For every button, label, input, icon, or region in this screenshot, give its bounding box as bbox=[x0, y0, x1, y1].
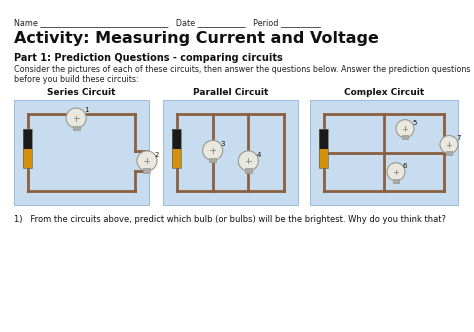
Bar bbox=[24, 129, 33, 149]
Text: 2: 2 bbox=[155, 152, 159, 158]
Text: 5: 5 bbox=[412, 120, 416, 125]
Circle shape bbox=[66, 108, 86, 128]
Bar bbox=[393, 179, 399, 183]
Bar bbox=[173, 149, 182, 168]
Circle shape bbox=[440, 135, 458, 153]
Circle shape bbox=[387, 163, 405, 181]
Text: Consider the pictures of each of these circuits, then answer the questions below: Consider the pictures of each of these c… bbox=[14, 65, 471, 74]
Text: Activity: Measuring Current and Voltage: Activity: Measuring Current and Voltage bbox=[14, 31, 379, 46]
Bar bbox=[319, 129, 328, 149]
Bar bbox=[24, 129, 33, 168]
Bar bbox=[73, 125, 80, 130]
Bar bbox=[319, 129, 328, 168]
Bar bbox=[14, 100, 149, 205]
Circle shape bbox=[137, 151, 157, 171]
Circle shape bbox=[203, 140, 223, 160]
Bar bbox=[24, 149, 33, 168]
Circle shape bbox=[238, 151, 258, 171]
Bar bbox=[209, 158, 216, 162]
Bar bbox=[144, 168, 151, 173]
Text: 3: 3 bbox=[221, 141, 225, 147]
Text: Complex Circuit: Complex Circuit bbox=[344, 88, 424, 97]
Text: Part 1: Prediction Questions - comparing circuits: Part 1: Prediction Questions - comparing… bbox=[14, 53, 283, 63]
Text: 6: 6 bbox=[403, 163, 408, 169]
Text: 1: 1 bbox=[84, 107, 89, 113]
Bar bbox=[173, 129, 182, 168]
Text: before you build these circuits:: before you build these circuits: bbox=[14, 75, 138, 84]
Text: 7: 7 bbox=[456, 135, 461, 141]
Text: 1)   From the circuits above, predict which bulb (or bulbs) will be the brightes: 1) From the circuits above, predict whic… bbox=[14, 215, 446, 224]
Text: 4: 4 bbox=[256, 152, 261, 158]
Circle shape bbox=[396, 120, 414, 138]
Bar bbox=[173, 129, 182, 149]
Bar bbox=[319, 149, 328, 168]
Bar bbox=[245, 168, 252, 173]
Text: Name ________________________________   Date ____________   Period __________: Name ________________________________ Da… bbox=[14, 18, 321, 27]
Text: Series Circuit: Series Circuit bbox=[47, 88, 116, 97]
Bar bbox=[402, 135, 408, 139]
Text: Parallel Circuit: Parallel Circuit bbox=[193, 88, 268, 97]
Bar bbox=[310, 100, 458, 205]
Bar bbox=[446, 151, 452, 155]
Bar bbox=[163, 100, 298, 205]
